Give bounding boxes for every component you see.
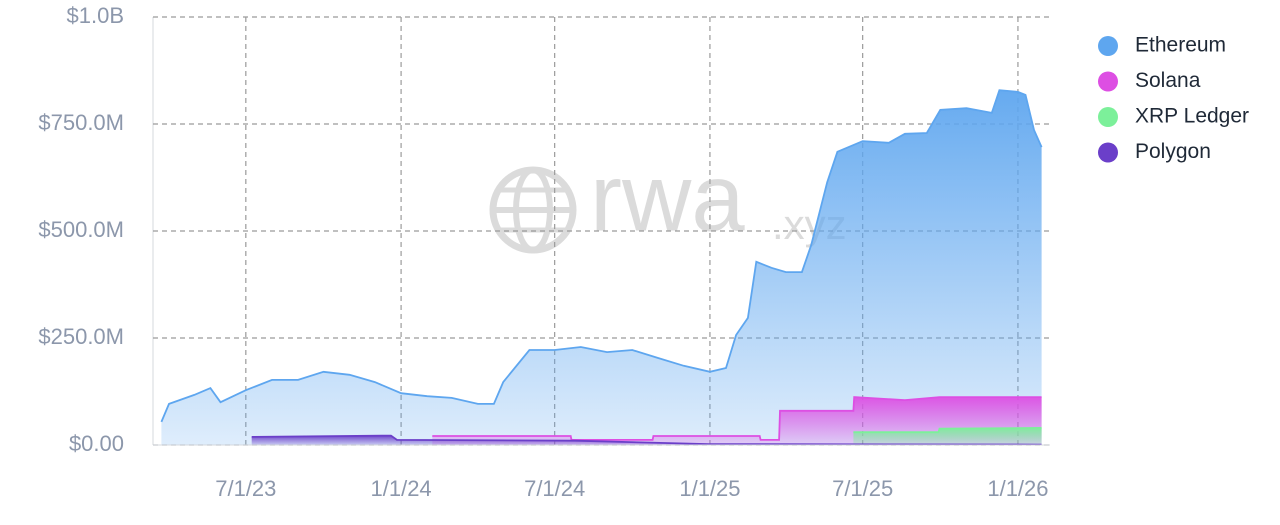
legend-swatch [1098, 71, 1118, 92]
area-line [432, 396, 1042, 441]
area-fill [161, 90, 1042, 445]
watermark: rwa .xyz [489, 144, 847, 254]
area-line [853, 427, 1042, 434]
y-tick-label: $250.0M [38, 324, 124, 349]
area-line [251, 434, 1042, 446]
y-tick-label: $500.0M [38, 217, 124, 242]
y-tick-label: $1.0B [67, 3, 125, 28]
legend-label: Ethereum [1135, 34, 1226, 57]
area-fill [853, 427, 1042, 445]
legend-label: Polygon [1135, 140, 1211, 163]
legend-swatch [1098, 142, 1118, 163]
legend-swatch [1098, 36, 1118, 56]
x-tick-label: 1/1/26 [987, 476, 1048, 501]
legend-label: Solana [1135, 69, 1201, 92]
x-tick-label: 7/1/24 [524, 476, 585, 501]
x-tick-label: 1/1/24 [371, 476, 432, 501]
area-line [160, 89, 1043, 423]
y-tick-label: $750.0M [38, 110, 124, 135]
x-tick-label: 7/1/23 [215, 476, 276, 501]
watermark-main: rwa [590, 144, 745, 251]
legend-swatch [1098, 107, 1118, 127]
legend-label: XRP Ledger [1135, 105, 1249, 128]
area-fill [251, 435, 1042, 445]
x-tick-label: 1/1/25 [679, 476, 740, 501]
x-tick-label: 7/1/25 [832, 476, 893, 501]
y-tick-label: $0.00 [69, 431, 124, 456]
